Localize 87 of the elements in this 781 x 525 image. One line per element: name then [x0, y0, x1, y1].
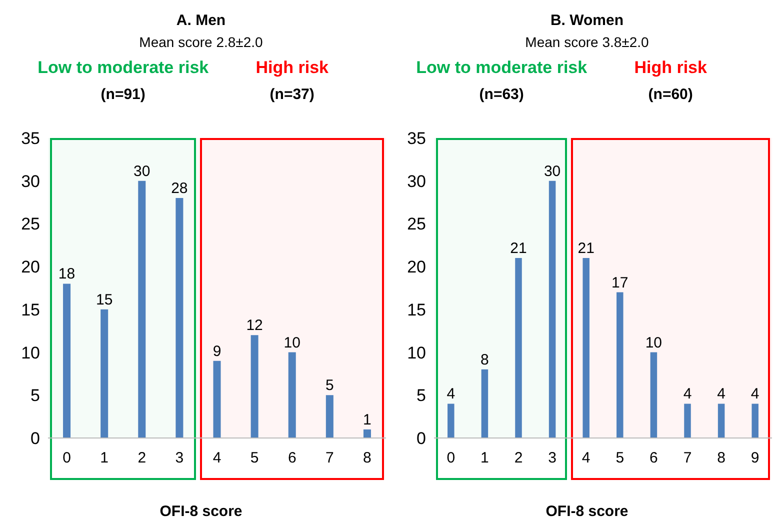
x-tick-label: 6 — [650, 450, 658, 467]
x-tick-label: 3 — [548, 450, 556, 467]
y-tick-label: 5 — [416, 386, 426, 406]
x-axis-title: OFI-8 score — [158, 503, 244, 520]
data-label: 1 — [363, 411, 372, 428]
bar — [684, 404, 691, 438]
data-label: 4 — [750, 386, 760, 403]
y-tick-label: 30 — [407, 172, 426, 191]
y-tick-label: 0 — [30, 429, 40, 448]
x-tick-label: 5 — [250, 450, 259, 467]
y-tick-label: 25 — [407, 214, 426, 234]
text: (n=60) — [647, 86, 694, 103]
y-tick-label: 10 — [407, 343, 426, 362]
y-tick-label: 10 — [21, 343, 40, 362]
data-label: 10 — [645, 334, 662, 352]
bar — [448, 404, 454, 438]
data-label: 4 — [683, 386, 692, 403]
x-tick-label: 2 — [138, 450, 146, 467]
y-tick-label: 20 — [21, 258, 40, 277]
band-label: High risk — [256, 58, 328, 77]
data-label: 28 — [171, 180, 188, 197]
x-tick-label: 7 — [325, 450, 334, 467]
chart-title: A. Men — [175, 12, 227, 29]
x-tick-label: 0 — [62, 450, 71, 467]
x-tick-label: 2 — [514, 450, 523, 467]
chart-subtitle: Mean score 3.8±2.0 — [524, 34, 650, 50]
text: (n=37) — [268, 86, 316, 103]
band-label: Low to moderate risk — [415, 58, 588, 78]
bar — [288, 352, 296, 438]
bar — [363, 429, 371, 438]
chart-title: B. Women — [549, 12, 625, 29]
data-label: 30 — [134, 162, 150, 180]
data-label: 8 — [480, 351, 489, 368]
y-tick-label: 0 — [416, 429, 426, 448]
bar — [718, 404, 725, 438]
data-label: 17 — [612, 274, 628, 292]
x-tick-label: 4 — [582, 450, 590, 467]
data-label: 21 — [510, 240, 527, 257]
x-tick-label: 4 — [212, 450, 222, 467]
x-tick-label: 6 — [288, 450, 296, 467]
x-tick-label: 0 — [446, 450, 456, 467]
x-tick-label: 5 — [616, 450, 624, 467]
bar — [213, 360, 221, 438]
data-label: 12 — [246, 317, 263, 334]
x-tick-label: 1 — [100, 450, 109, 467]
x-tick-label: 3 — [175, 450, 184, 467]
text: (n=91) — [100, 86, 146, 103]
y-tick-label: 35 — [21, 129, 40, 148]
y-tick-label: 30 — [21, 172, 40, 191]
bar — [616, 292, 624, 438]
y-tick-label: 5 — [30, 386, 40, 406]
chart-subtitle: Mean score 2.8±2.0 — [138, 34, 264, 50]
y-tick-label: 35 — [407, 129, 426, 148]
x-axis-title: OFI-8 score — [544, 503, 630, 520]
bar — [63, 284, 71, 438]
band-label: High risk — [634, 58, 707, 77]
data-label: 9 — [212, 342, 222, 360]
x-tick-label: 9 — [750, 450, 760, 467]
y-tick-label: 15 — [21, 300, 40, 320]
data-label: 5 — [325, 377, 334, 394]
bar — [548, 180, 556, 438]
data-label: 15 — [96, 291, 113, 308]
x-tick-label: 8 — [717, 450, 726, 467]
y-tick-label: 15 — [407, 300, 426, 320]
data-label: 4 — [717, 386, 726, 403]
x-tick-label: 1 — [480, 450, 489, 467]
y-tick-label: 20 — [407, 258, 426, 277]
bar — [100, 309, 108, 438]
bar — [515, 258, 522, 438]
bar — [582, 258, 590, 438]
x-tick-label: 8 — [363, 450, 372, 467]
bar — [650, 352, 658, 438]
bar — [752, 404, 758, 438]
band-label: Low to moderate risk — [36, 58, 210, 78]
data-label: 10 — [284, 334, 300, 352]
data-label: 21 — [578, 240, 594, 257]
bar — [176, 198, 184, 438]
bar — [326, 395, 334, 438]
data-label: 4 — [446, 386, 456, 403]
x-tick-label: 7 — [683, 450, 692, 467]
bar — [481, 369, 488, 438]
text: (n=63) — [478, 86, 525, 103]
bar — [250, 335, 258, 438]
data-label: 30 — [544, 162, 561, 180]
y-tick-label: 25 — [21, 214, 40, 234]
bar — [138, 180, 146, 438]
data-label: 18 — [58, 266, 76, 283]
